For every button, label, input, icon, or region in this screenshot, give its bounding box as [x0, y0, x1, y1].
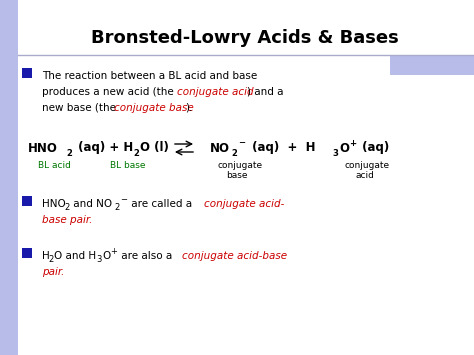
Text: (aq) + H: (aq) + H: [74, 142, 133, 154]
Text: ).: ).: [185, 103, 192, 113]
Text: −: −: [120, 196, 127, 204]
Text: +: +: [349, 138, 356, 147]
Text: 2: 2: [231, 148, 237, 158]
Text: BL acid: BL acid: [38, 160, 71, 169]
Text: produces a new acid (the: produces a new acid (the: [42, 87, 177, 97]
Text: 3: 3: [332, 148, 338, 158]
Text: HNO: HNO: [28, 142, 58, 154]
Text: conjugate: conjugate: [345, 160, 390, 169]
Text: base: base: [226, 170, 247, 180]
Text: 2: 2: [133, 148, 139, 158]
Text: +: +: [110, 247, 117, 257]
Text: conjugate acid-: conjugate acid-: [204, 199, 284, 209]
Text: (aq)  +  H: (aq) + H: [248, 142, 316, 154]
Text: conjugate acid-base: conjugate acid-base: [182, 251, 287, 261]
Text: 2: 2: [66, 148, 72, 158]
Bar: [0, 0, 18, 355]
Text: conjugate base: conjugate base: [114, 103, 194, 113]
Text: 2: 2: [64, 203, 69, 213]
Text: Bronsted-Lowry Acids & Bases: Bronsted-Lowry Acids & Bases: [91, 29, 399, 47]
Text: conjugate: conjugate: [218, 160, 263, 169]
Bar: [22, 196, 32, 206]
Text: are called a: are called a: [128, 199, 195, 209]
Text: acid: acid: [356, 170, 375, 180]
Bar: [390, 55, 474, 75]
Text: 3: 3: [96, 256, 101, 264]
Text: 2: 2: [114, 203, 119, 213]
Text: O: O: [339, 142, 349, 154]
Text: BL base: BL base: [110, 160, 146, 169]
Text: pair.: pair.: [42, 267, 64, 277]
Text: O (l): O (l): [140, 142, 169, 154]
Text: O: O: [102, 251, 110, 261]
Text: 2: 2: [48, 256, 53, 264]
Text: HNO: HNO: [42, 199, 66, 209]
Text: H: H: [42, 251, 50, 261]
Bar: [22, 248, 32, 258]
Bar: [22, 68, 32, 78]
Text: NO: NO: [210, 142, 230, 154]
Text: O and H: O and H: [54, 251, 96, 261]
Text: The reaction between a BL acid and base: The reaction between a BL acid and base: [42, 71, 257, 81]
Text: −: −: [238, 138, 245, 147]
Text: (aq): (aq): [358, 142, 389, 154]
Text: and NO: and NO: [70, 199, 112, 209]
Text: conjugate acid: conjugate acid: [177, 87, 254, 97]
Text: ) and a: ) and a: [247, 87, 283, 97]
Text: base pair.: base pair.: [42, 215, 92, 225]
Text: are also a: are also a: [118, 251, 175, 261]
Text: new base (the: new base (the: [42, 103, 119, 113]
